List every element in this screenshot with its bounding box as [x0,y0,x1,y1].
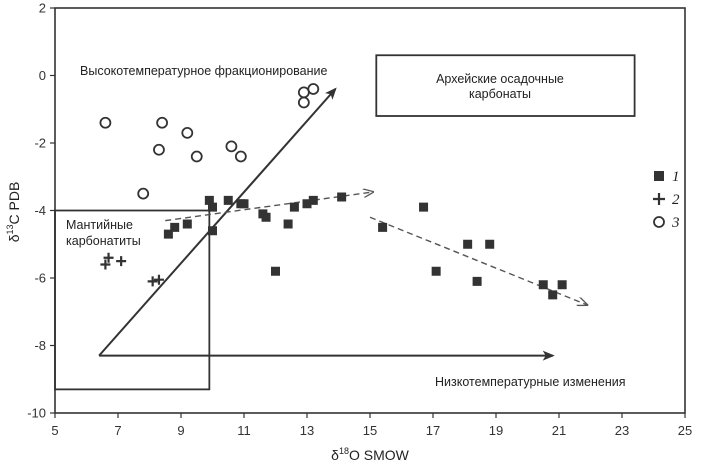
y-axis-label-delta: δ [6,234,22,242]
annotation-high-temperature: Высокотемпературное фракционирование [80,64,328,78]
data-point-plus [153,274,164,285]
data-point-square [163,229,173,239]
data-point-square [548,290,558,300]
legend-plus-marker [653,193,665,205]
x-tick-label: 11 [237,423,251,438]
data-point-square [302,199,312,209]
x-axis-label-rest: O SMOW [349,447,410,463]
legend-square-marker [654,171,664,181]
data-point-square [463,239,473,249]
data-point-circle [181,126,194,139]
x-tick-label: 17 [426,423,440,438]
data-point-circle [190,150,203,163]
y-axis-label-isotope: 13 [5,224,15,234]
data-point-circle [99,116,112,129]
data-point-square [378,222,388,232]
x-tick-label: 5 [51,423,58,438]
y-tick-label: -8 [34,338,46,353]
data-point-circle [225,140,238,153]
legend-label-3: 3 [671,215,680,231]
annotation-low-temperature: Низкотемпературные изменения [435,375,626,389]
x-tick-label: 23 [615,423,629,438]
data-point-square [271,266,280,276]
data-point-square [204,195,214,205]
y-axis-label: δ13C PDB [5,182,22,243]
data-point-square [208,202,217,212]
data-point-square [485,239,495,249]
data-point-square [170,222,180,232]
annotation-mantle-line2: карбонатиты [66,234,141,248]
high-temperature-arrow [98,87,337,357]
x-axis-label-isotope: 18 [339,446,349,456]
data-point-square [557,280,567,290]
annotation-archean-line1: Архейские осадочные [436,72,564,86]
data-point-square [289,202,299,212]
data-point-circle [307,83,320,95]
data-point-square [239,199,249,209]
mantle-carbonatites-box [54,209,211,391]
data-point-square [337,192,347,202]
data-point-square [208,226,217,236]
data-point-circle [297,96,310,109]
data-point-square [182,219,192,229]
data-point-square [431,266,441,276]
data-point-plus [147,276,158,287]
x-axis-label: δ18O SMOW [331,446,409,463]
y-tick-label: 0 [39,68,46,83]
x-tick-label: 7 [114,423,121,438]
legend-label-2: 2 [672,192,680,208]
data-point-circle [234,150,247,163]
y-tick-label: -10 [27,406,46,421]
data-point-square [538,280,548,290]
y-axis-label-rest: C PDB [6,182,22,225]
legend-circle-marker [653,216,665,228]
x-tick-label: 21 [552,423,566,438]
x-tick-label: 15 [363,423,377,438]
data-point-square [308,195,318,205]
legend: 1 2 3 [653,169,680,231]
data-point-circle [297,86,310,99]
y-tick-label: -2 [34,136,46,151]
x-tick-label: 25 [678,423,692,438]
data-point-square [419,202,429,212]
data-point-circle [137,187,150,200]
y-tick-label: -4 [34,203,46,218]
y-tick-label: -6 [34,271,46,286]
data-point-square [261,212,271,222]
data-point-plus [100,259,111,270]
data-point-circle [153,143,165,156]
data-point-plus [116,256,127,267]
data-point-plus [103,252,114,263]
data-point-circle [156,116,169,129]
legend-label-1: 1 [672,169,680,185]
data-point-square [223,195,233,205]
data-point-square [472,276,482,286]
annotation-archean-line2: карбонаты [469,87,531,101]
x-tick-label: 19 [489,423,503,438]
x-tick-label: 9 [177,423,184,438]
x-axis-label-delta: δ [331,447,339,463]
archean-carbonates-box [375,54,636,117]
x-tick-label: 13 [300,423,314,438]
annotation-mantle-line1: Мантийные [66,218,133,232]
data-point-square [283,219,293,229]
y-tick-label: 2 [39,1,46,16]
